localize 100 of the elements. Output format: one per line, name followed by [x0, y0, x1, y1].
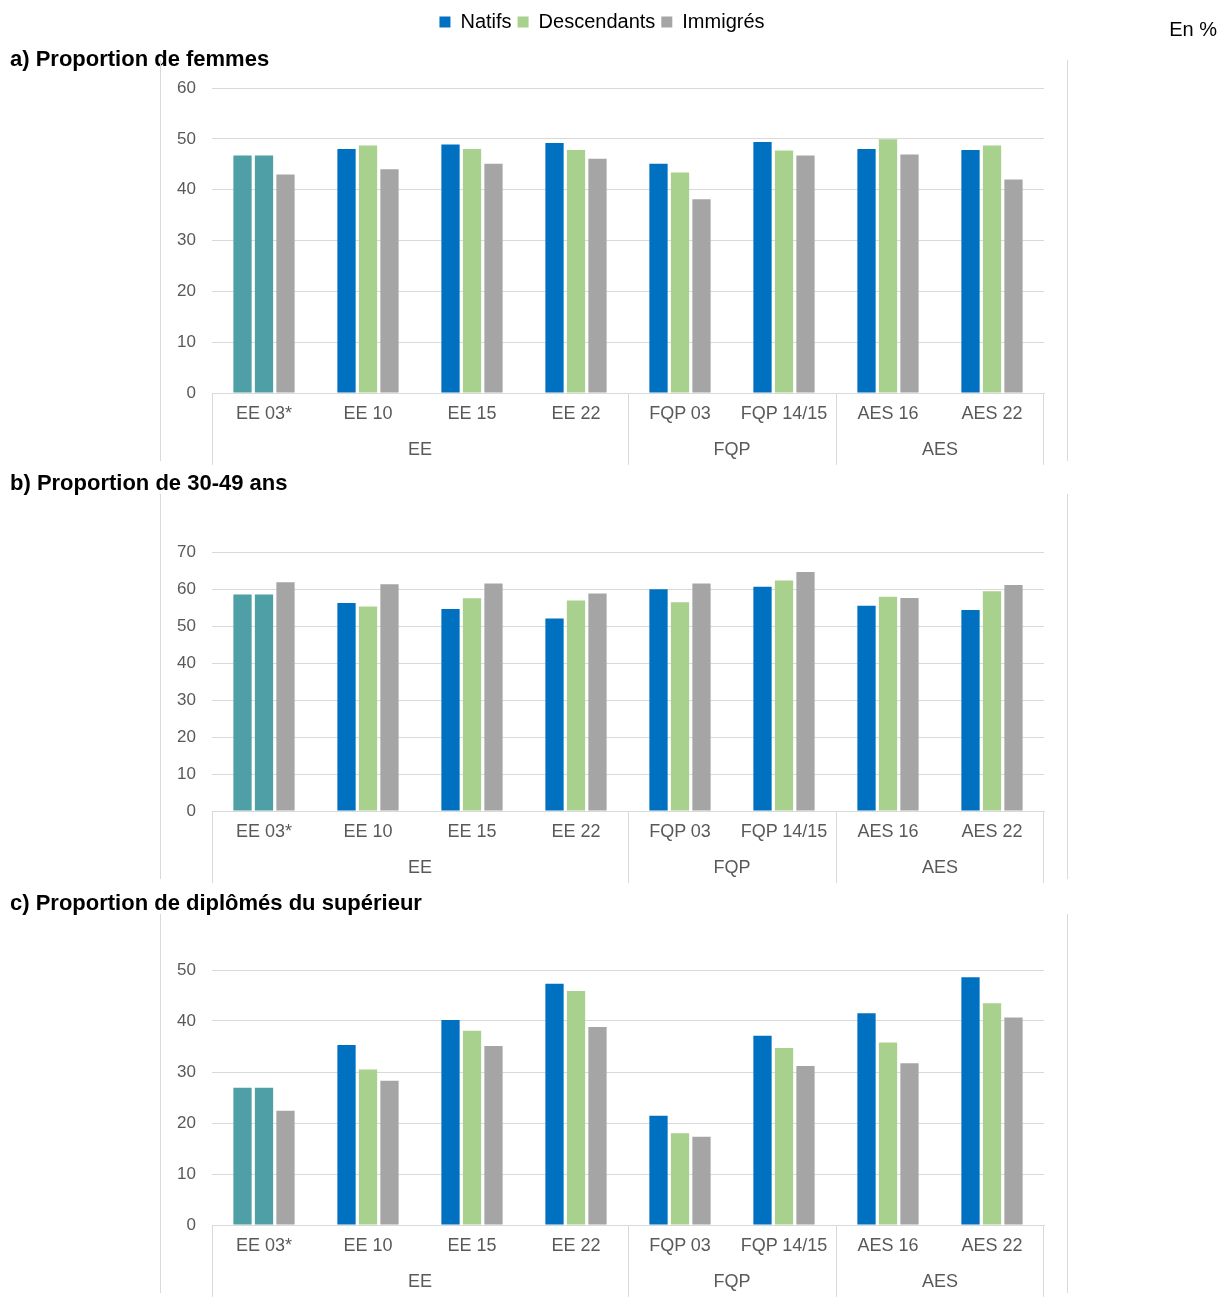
x-tick-label: AES 16: [857, 402, 919, 423]
bar: [878, 139, 898, 393]
bar: [961, 610, 980, 811]
bar: [670, 602, 690, 811]
y-tick-label: 10: [177, 763, 196, 783]
y-tick-label: 60: [177, 77, 196, 97]
bar: [774, 1048, 794, 1225]
bar: [545, 983, 564, 1225]
bar: [753, 1035, 772, 1225]
x-tick-label: AES 22: [961, 402, 1023, 423]
text: AES: [921, 1270, 959, 1291]
bar: [670, 172, 690, 393]
bar: [358, 1069, 378, 1225]
y-tick-label: 40: [177, 1010, 196, 1030]
bar: [462, 149, 482, 393]
bar: [337, 603, 356, 811]
x-tick-label: EE 15: [447, 402, 497, 423]
bar: [670, 1133, 690, 1225]
bar: [441, 1019, 460, 1225]
bar: [857, 149, 876, 393]
bar: [254, 155, 274, 393]
y-tick-label: 20: [177, 1112, 196, 1132]
bar: [588, 158, 607, 393]
bar: [337, 1044, 356, 1225]
x-tick-label: FQP 14/15: [740, 1234, 828, 1255]
bar: [484, 1045, 503, 1225]
y-tick-label: 40: [177, 179, 196, 199]
legend-label: Descendants: [538, 9, 656, 32]
bar: [276, 582, 295, 811]
x-tick-label: FQP 03: [649, 1234, 711, 1255]
bar: [358, 606, 378, 811]
bar: [857, 605, 876, 811]
bar: [753, 141, 772, 393]
bar: [692, 583, 711, 811]
bar: [545, 142, 564, 393]
x-tick-label: EE 10: [343, 402, 393, 423]
bar: [254, 594, 274, 811]
bar: [878, 1042, 898, 1225]
bar: [692, 1136, 711, 1225]
bar: [796, 571, 815, 811]
y-tick-label: 0: [186, 382, 196, 402]
bar: [380, 584, 399, 811]
x-tick-label: EE 10: [343, 820, 393, 841]
y-tick-label: 60: [177, 578, 196, 598]
x-tick-label: AES 22: [961, 1234, 1023, 1255]
bar: [692, 199, 711, 393]
bar: [566, 990, 586, 1225]
text: FQP: [713, 856, 751, 877]
bar: [878, 596, 898, 811]
bar: [233, 1087, 252, 1225]
bar: [484, 583, 503, 811]
y-tick-label: 30: [177, 1061, 196, 1081]
legend-label: Natifs: [460, 9, 512, 32]
bar: [1004, 179, 1023, 393]
bar: [857, 1013, 876, 1225]
bar: [462, 598, 482, 811]
y-tick-label: 40: [177, 652, 196, 672]
x-tick-label: EE 10: [343, 1234, 393, 1255]
chart-title: a) Proportion de femmes: [10, 46, 270, 72]
bar: [900, 1063, 919, 1225]
bar: [380, 169, 399, 393]
bar: [649, 589, 668, 811]
bar: [233, 155, 252, 393]
bar: [588, 593, 607, 811]
y-tick-label: 50: [177, 959, 196, 979]
y-tick-label: 30: [177, 230, 196, 250]
legend-label: Immigrés: [682, 9, 765, 32]
x-tick-label: EE 03*: [235, 1234, 293, 1255]
bar: [545, 618, 564, 811]
bar: [774, 580, 794, 811]
text: EE: [407, 438, 433, 459]
bar: [462, 1030, 482, 1225]
bar: [380, 1080, 399, 1225]
bar: [961, 150, 980, 393]
bar: [796, 1065, 815, 1225]
bar: [441, 608, 460, 811]
y-tick-label: 50: [177, 615, 196, 635]
x-tick-label: EE 15: [447, 1234, 497, 1255]
x-tick-label: AES 16: [857, 820, 919, 841]
y-tick-label: 70: [177, 541, 196, 561]
y-tick-label: 0: [186, 1214, 196, 1234]
bar: [337, 149, 356, 393]
bar: [233, 594, 252, 811]
x-tick-label: FQP 14/15: [740, 402, 828, 423]
bar: [588, 1027, 607, 1225]
x-tick-label: EE 22: [551, 1234, 601, 1255]
y-tick-label: 20: [177, 726, 196, 746]
bar: [1004, 1017, 1023, 1225]
x-tick-label: EE 03*: [235, 820, 293, 841]
bar: [254, 1087, 274, 1225]
text: EE: [407, 1270, 433, 1291]
bar: [982, 145, 1002, 393]
x-tick-label: AES 16: [857, 1234, 919, 1255]
bar: [753, 586, 772, 811]
bar: [566, 150, 586, 393]
bar: [796, 155, 815, 393]
bar: [276, 1110, 295, 1225]
y-tick-label: 10: [177, 331, 196, 351]
y-tick-label: 50: [177, 128, 196, 148]
x-tick-label: EE 22: [551, 820, 601, 841]
